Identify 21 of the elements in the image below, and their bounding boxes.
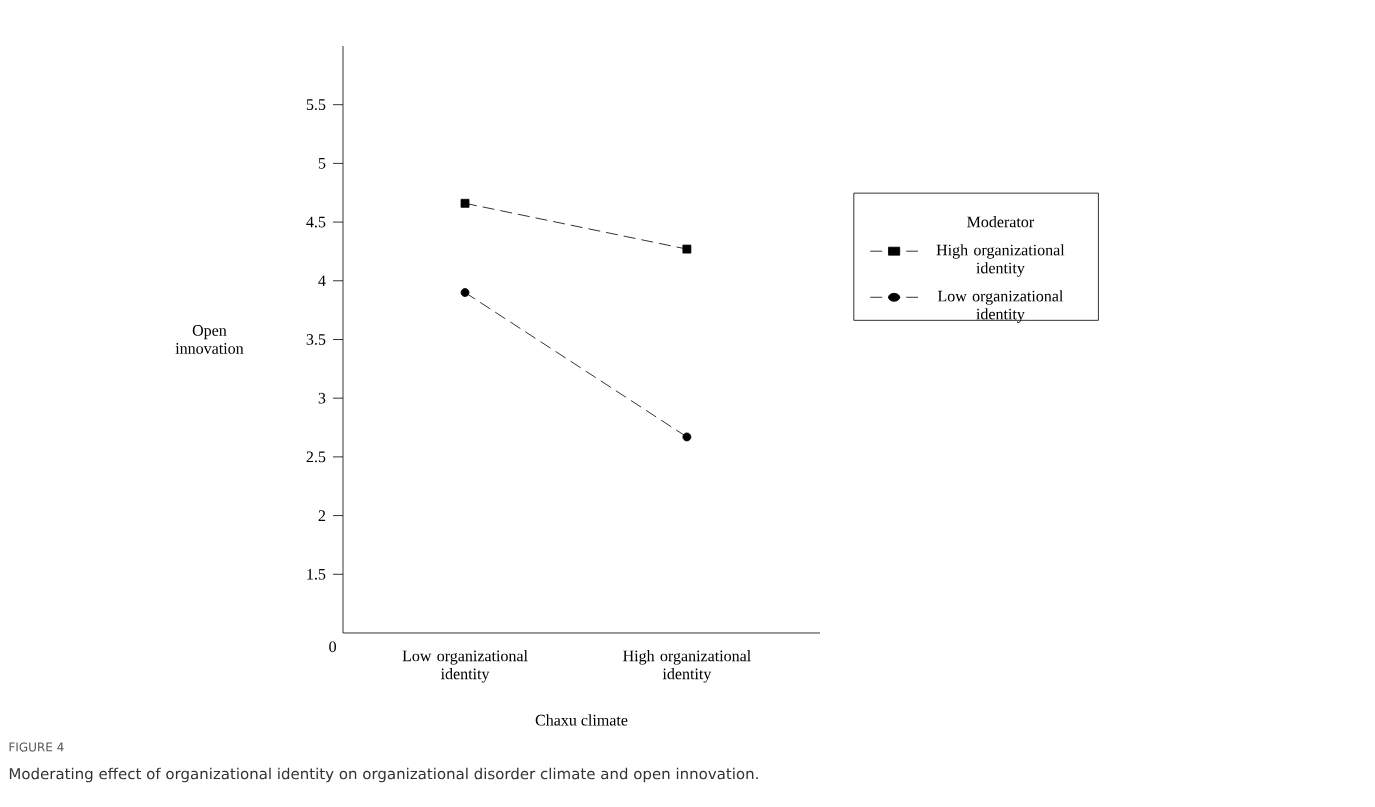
y-tick-label: 5 [318,158,326,169]
text: 0 [329,641,337,653]
point [460,288,470,297]
caption: FIGURE 4 [9,742,64,752]
point [682,432,692,442]
point [682,244,692,254]
point [460,198,470,208]
y-tick-label: 3.5 [306,334,326,345]
y-tick-label: 4.5 [306,216,326,228]
y-tick-label: 4 [318,275,326,287]
x-axis-title: Chaxu climate [535,714,628,726]
y-tick-label: 1.5 [307,568,326,580]
text: Moderating effect of organizational identity on organizational disorder climate and open innovation. [9,767,758,783]
y-tick-label: 2.5 [306,451,326,463]
y-tick-label: 2 [318,510,326,521]
legend-title: Moderator [967,216,1035,228]
legend-label: High organizational identity [936,244,1065,277]
y-tick-label: 3 [318,392,326,404]
y-axis-title: Open innovation [175,325,244,354]
legend-label: Low organizational identity [937,290,1064,323]
y-tick-label: 5.5 [306,99,326,111]
